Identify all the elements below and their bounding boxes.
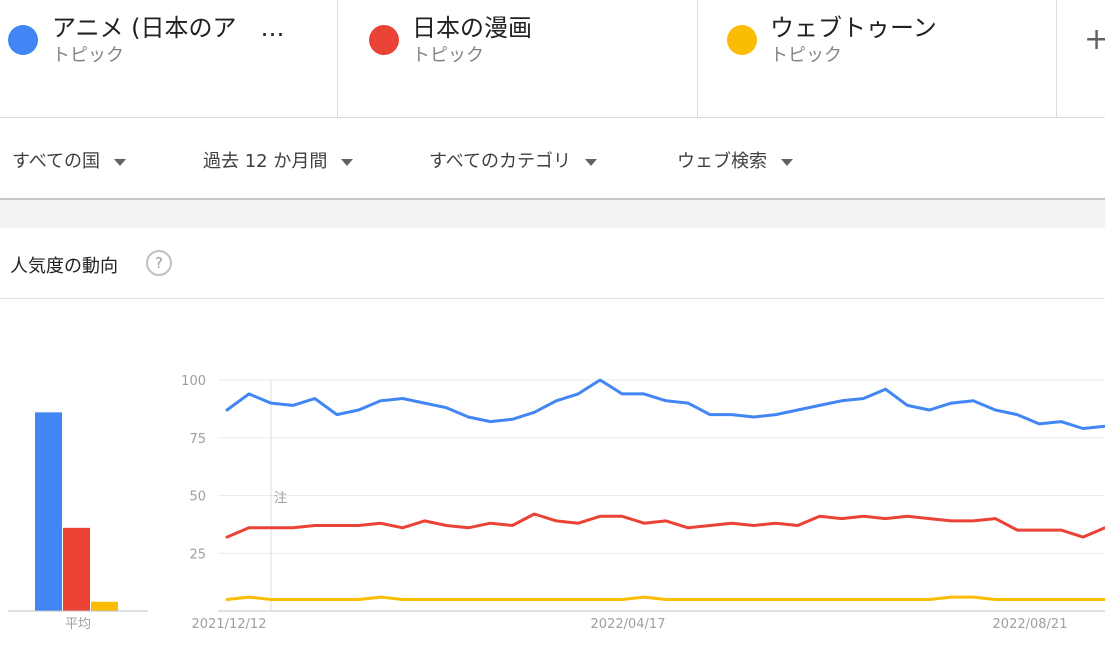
y-tick-label: 50 bbox=[189, 490, 206, 505]
category-dropdown[interactable]: すべてのカテゴリ bbox=[429, 147, 598, 173]
y-tick-label: 25 bbox=[189, 547, 206, 562]
series-color-dot bbox=[369, 25, 399, 55]
series-color-dot bbox=[727, 25, 757, 55]
term-type: トピック bbox=[412, 45, 484, 66]
filter-bar: すべての国 過去 12 か月間 すべてのカテゴリ ウェブ検索 bbox=[0, 118, 1105, 200]
series-line-2 bbox=[225, 512, 1105, 539]
term-card-anime[interactable]: アニメ (日本のア … トピック bbox=[0, 0, 338, 117]
divider bbox=[0, 298, 1105, 299]
term-type: トピック bbox=[770, 45, 842, 66]
series-line-1 bbox=[225, 378, 1105, 430]
help-icon[interactable]: ? bbox=[146, 250, 172, 276]
search-type-dropdown-label: ウェブ検索 bbox=[677, 151, 767, 172]
search-type-dropdown[interactable]: ウェブ検索 bbox=[677, 147, 793, 173]
caret-down-icon bbox=[585, 158, 598, 166]
average-bar-2 bbox=[63, 527, 90, 611]
add-comparison-button[interactable]: + bbox=[1084, 22, 1105, 57]
section-separator bbox=[0, 200, 1105, 228]
average-label: 平均 bbox=[65, 617, 91, 632]
caret-down-icon bbox=[781, 158, 793, 166]
y-tick-label: 100 bbox=[181, 374, 206, 389]
y-tick-label: 75 bbox=[189, 432, 206, 447]
comparison-terms-bar: アニメ (日本のア … トピック 日本の漫画 トピック ウェブトゥーン トピック… bbox=[0, 0, 1105, 118]
term-card-manga[interactable]: 日本の漫画 トピック bbox=[338, 0, 698, 117]
term-name: ウェブトゥーン bbox=[770, 14, 937, 42]
caret-down-icon bbox=[114, 158, 127, 166]
caret-down-icon bbox=[341, 158, 354, 166]
term-name: アニメ (日本のア … bbox=[52, 14, 285, 42]
term-type: トピック bbox=[52, 45, 124, 66]
term-card-webtoon[interactable]: ウェブトゥーン トピック bbox=[698, 0, 1057, 117]
average-bar-3 bbox=[91, 601, 118, 611]
x-tick-label: 2021/12/12 bbox=[192, 617, 267, 632]
category-dropdown-label: すべてのカテゴリ bbox=[429, 151, 572, 172]
x-tick-label: 2022/04/17 bbox=[591, 617, 666, 632]
period-dropdown[interactable]: 過去 12 か月間 bbox=[203, 147, 354, 173]
section-title: 人気度の動向 bbox=[10, 256, 118, 277]
average-bar-1 bbox=[35, 412, 62, 611]
region-dropdown-label: すべての国 bbox=[12, 151, 101, 172]
series-line-3 bbox=[225, 595, 1105, 601]
x-tick-label: 2022/08/21 bbox=[993, 617, 1068, 632]
period-dropdown-label: 過去 12 か月間 bbox=[203, 151, 328, 172]
term-name: 日本の漫画 bbox=[412, 14, 532, 42]
series-color-dot bbox=[8, 25, 38, 55]
annotation-note[interactable]: 注 bbox=[274, 491, 287, 506]
region-dropdown[interactable]: すべての国 bbox=[12, 147, 127, 173]
